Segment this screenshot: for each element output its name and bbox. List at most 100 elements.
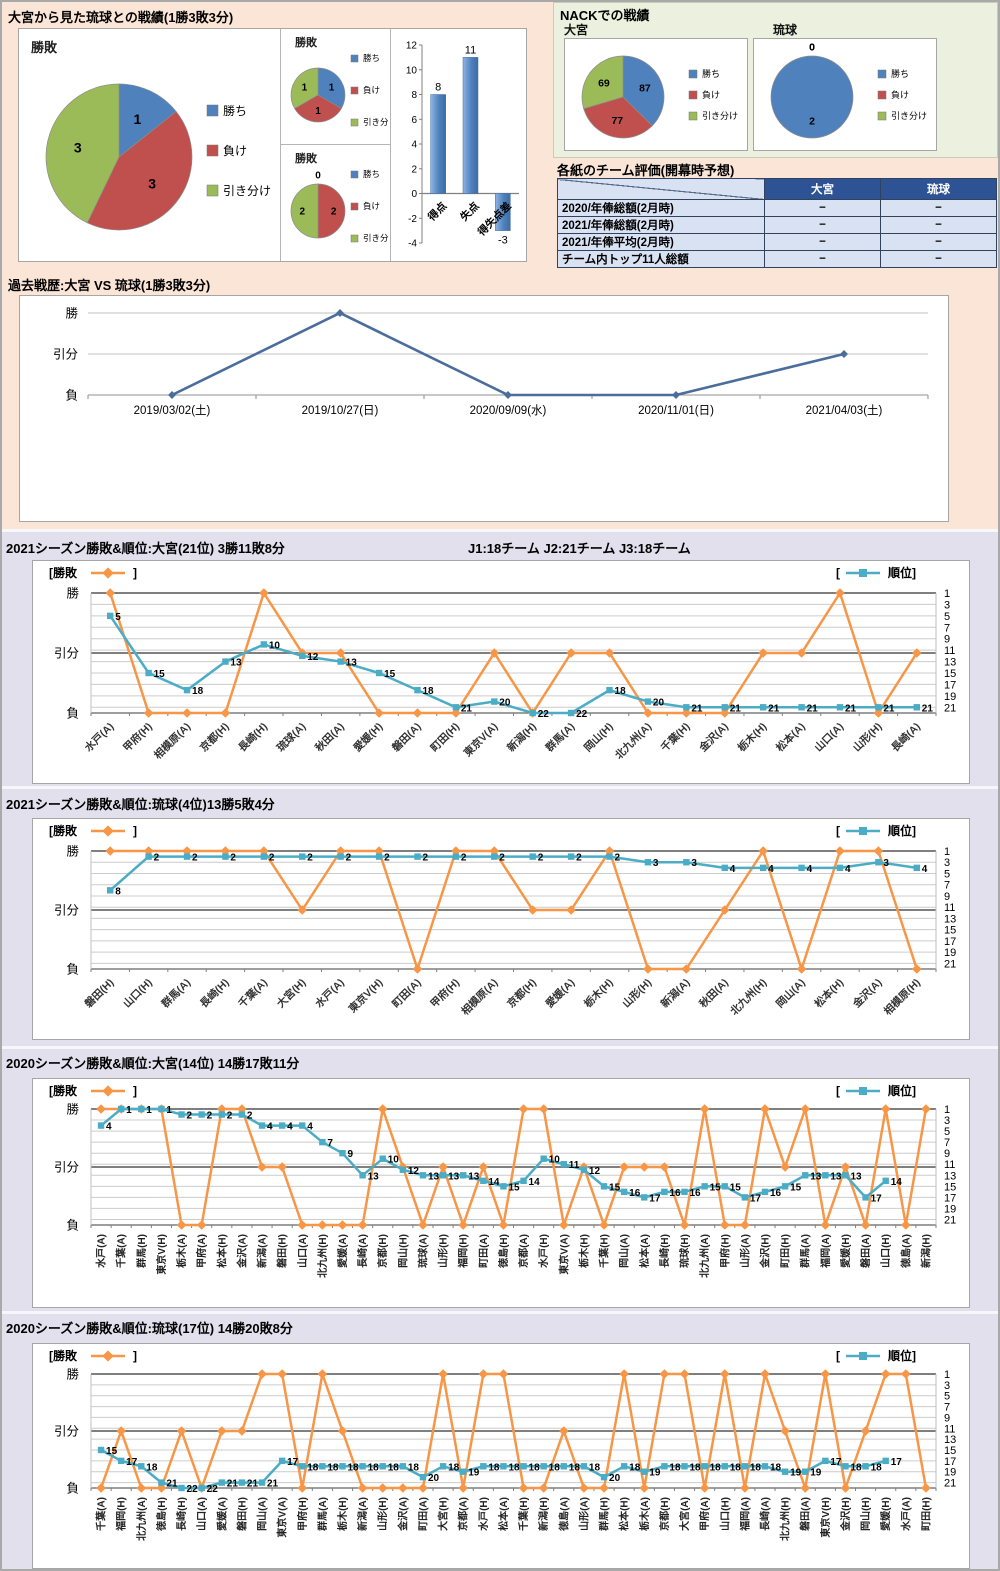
eval-corner-cell [557,178,765,200]
match-label: 磐田(H) [82,976,116,1010]
head-to-head-title: 大宮から見た琉球との戦績(1勝3敗3分) [8,10,234,25]
match-label: 新潟(H) [504,720,538,754]
rank-value-label: 18 [146,1462,158,1473]
match-label: 群馬(A) [543,720,577,754]
match-label: 北九州(H) [728,976,770,1018]
rank-value-label: 21 [845,703,857,714]
svg-text:[: [ [836,566,840,580]
legend-swatch-icon [877,90,887,100]
match-label: 甲府(H) [428,976,462,1010]
match-label: 水戸(H) [537,1234,550,1269]
bar-category-label: 得点 [425,199,450,224]
rank-value-label: 18 [871,1462,883,1473]
match-label: 松本(A) [773,720,807,754]
winloss-marker-icon [102,1085,114,1097]
rank-value-label: 18 [422,686,434,697]
rank-value-label: 13 [428,1171,440,1182]
rank-value-label: 21 [807,703,819,714]
rank-value-label: 20 [609,1473,621,1484]
match-label: 群馬(A) [799,1234,812,1268]
rank-value-label: 12 [589,1166,601,1177]
svg-text:[: [ [836,1084,840,1098]
match-label: 群馬(H) [598,1497,611,1531]
match-label: 愛媛(A) [336,1234,349,1268]
rank-value-label: 18 [850,1462,862,1473]
pie-value-label: 0 [809,42,815,54]
rank-value-label: 1 [146,1105,152,1116]
eval-row-label: 2021/年俸総額(2月時) [557,216,765,234]
rank-value-label: 18 [327,1462,339,1473]
nack-pie-ryukyu: 2 0 0 勝ち 負け 引き分け [754,39,936,150]
rank-value-label: 1 [166,1105,172,1116]
match-label: 水戸(A) [899,1497,912,1532]
past-date-label: 2019/03/02(土) [134,404,211,417]
match-label: 千葉(H) [658,720,692,754]
rank-axis-tick: 19 [944,1203,956,1215]
match-label: 新潟(A) [658,976,692,1010]
rank-value-label: 2 [154,853,160,864]
rank-axis-tick: 3 [944,857,950,869]
rank-value-label: 12 [307,652,319,663]
legend-swatch-icon [350,118,359,127]
rank-value-label: 17 [287,1457,299,1468]
rank-value-label: 17 [830,1457,842,1468]
rank-marker-icon [859,569,867,577]
match-label: 岡山(H) [581,720,615,754]
rank-value-label: 13 [230,658,242,669]
pie-h2h-pie-main: 1 3 3 [45,83,193,231]
eval-value: − [880,233,997,251]
rank-value-label: 7 [327,1138,333,1149]
svg-text:]: ] [133,566,137,580]
rank-axis-tick: 3 [944,599,950,611]
match-label: 北九州(H) [779,1497,792,1541]
season-y-label: 負 [66,1482,79,1496]
match-label: 金沢(A) [849,976,884,1011]
season-y-label: 勝 [66,844,79,859]
legend-label: 勝ち [363,169,380,179]
past-date-label: 2020/11/01(日) [638,405,714,417]
pie-value-label: 1 [329,83,335,94]
nack-pie-omiya: 87 77 69 勝ち 負け 引き分け [565,39,747,150]
rank-value-label: 18 [408,1462,420,1473]
rank-value-label: 18 [192,686,204,697]
match-label: 山形(A) [738,1234,751,1268]
rank-value-label: 16 [690,1188,702,1199]
rank-value-label: 21 [227,1479,239,1490]
goals-bar-chart: -4 -2 0 2 4 6 8 10 12 8 得点 11 失点 -3 得失点差 [391,29,526,261]
head-to-head-pie-overall: 1 3 3 勝ち 負け 引き分け [19,29,280,261]
legend-swatch-icon [206,144,219,157]
legend-label: 勝ち [891,68,909,79]
match-label: 秋田(A) [697,976,731,1010]
rank-axis-tick: 19 [944,1467,956,1479]
rank-axis-tick: 9 [944,1412,950,1424]
rank-value-label: 20 [653,698,665,709]
rank-value-label: 3 [653,858,659,869]
rank-value-label: 1 [126,1105,132,1116]
season-2021-ryukyu-box: [勝敗][順位] 1 3 5 7 9 11 13 15 17 19 21 勝引分負 8 2 2 2 2 2 2 2 2 2 2… [32,818,970,1040]
legend-swatch-icon [688,111,698,121]
rank-axis-tick: 1 [944,846,950,858]
rank-value-label: 18 [549,1462,561,1473]
rank-value-label: 4 [807,864,813,875]
match-label: 松本(A) [497,1497,510,1531]
past-date-label: 2021/04/03(土) [806,404,883,417]
match-label: 長崎(A) [758,1497,771,1531]
rank-value-label: 18 [750,1462,762,1473]
rank-axis-tick: 21 [944,702,956,714]
match-label: 甲府(H) [296,1497,309,1531]
rank-axis-tick: 5 [944,611,950,623]
rank-value-label: 20 [428,1473,440,1484]
match-label: 長崎(H) [236,720,270,754]
match-label: 京都(H) [376,1234,389,1268]
match-label: 松本(A) [638,1234,651,1268]
rank-value-label: 21 [267,1479,279,1490]
match-label: 水戸(A) [81,720,116,755]
rank-axis-tick: 17 [944,1192,956,1204]
rank-axis-tick: 21 [944,1214,956,1226]
legend-winloss-label: [勝敗 [49,823,78,838]
bar-y-tick: 6 [411,115,417,126]
rank-value-label: 10 [388,1155,400,1166]
nack-title: NACKでの戦績 [560,8,650,23]
pie-value-label: 3 [148,175,156,191]
